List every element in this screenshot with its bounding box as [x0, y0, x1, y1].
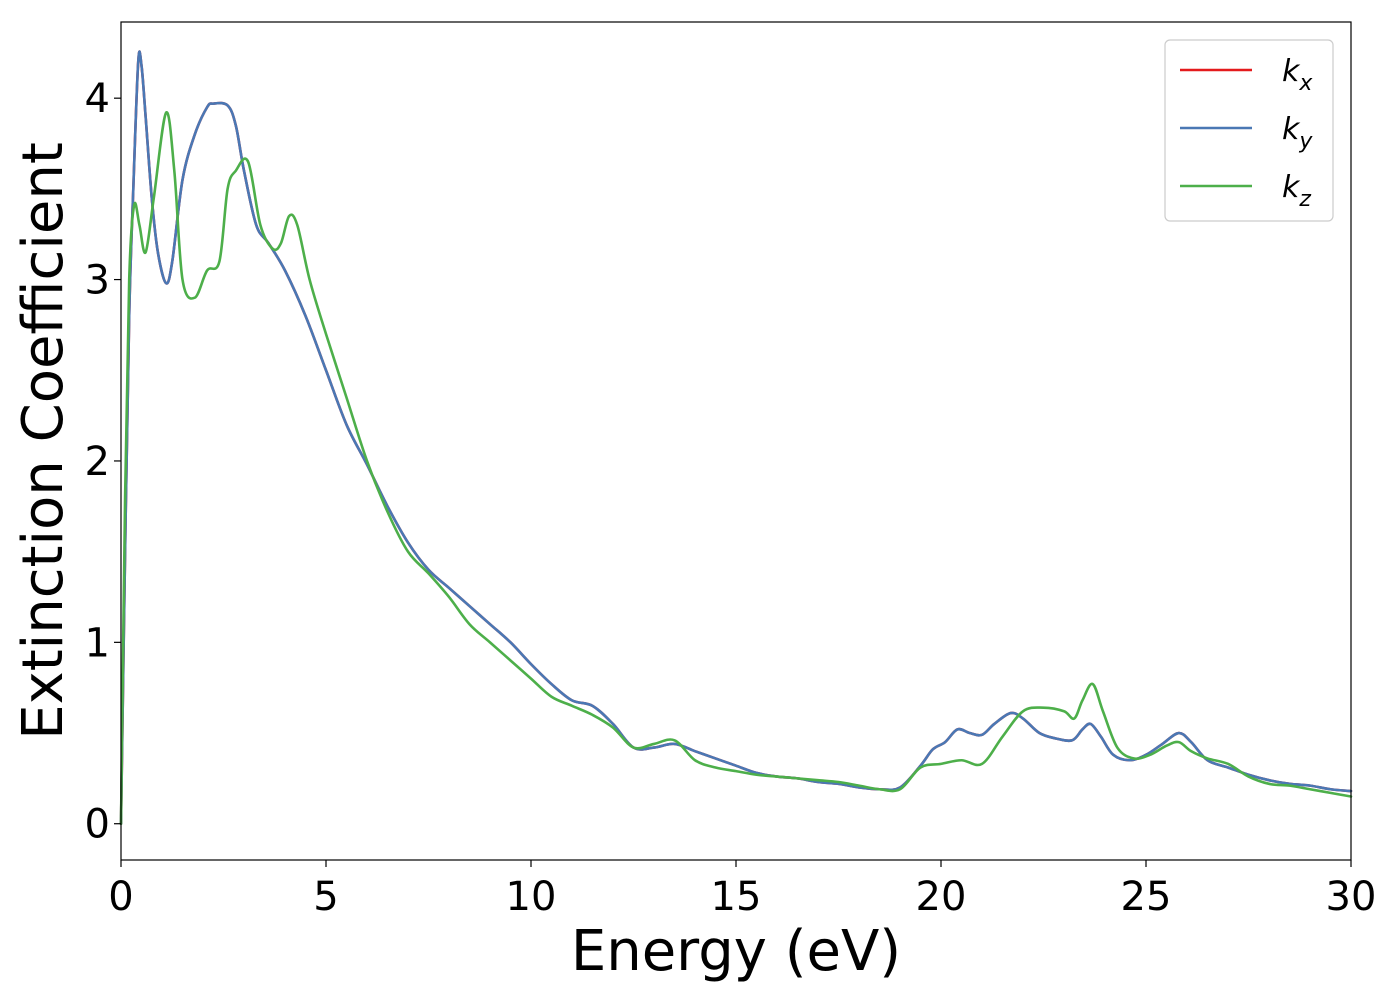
legend-box [1164, 39, 1334, 222]
y-tick-label: 2 [85, 439, 110, 485]
legend-label-subscript: x [1298, 71, 1313, 96]
x-tick-label: 0 [108, 874, 133, 920]
series-layer [119, 50, 1353, 826]
legend-label-y: ky [1282, 112, 1313, 154]
legend-label-subscript: z [1298, 187, 1311, 212]
y-axis-title: Extinction Coefficient [11, 142, 76, 740]
legend-label-base: k [1282, 54, 1301, 89]
y-tick-label: 0 [85, 802, 110, 848]
legend-label-base: k [1282, 170, 1301, 205]
legend-label-base: k [1282, 112, 1301, 147]
legend-label-subscript: y [1298, 129, 1313, 154]
y-tick-label: 1 [85, 620, 110, 666]
x-tick-label: 15 [711, 874, 762, 920]
y-axis: 0 1 2 3 4 [85, 76, 121, 848]
x-axis-title: Energy (eV) [571, 919, 901, 984]
x-tick-label: 10 [506, 874, 557, 920]
series-line-y [119, 50, 1353, 826]
legend-label-x: kx [1282, 54, 1313, 96]
x-tick-label: 25 [1121, 874, 1172, 920]
y-tick-label: 4 [85, 76, 110, 122]
x-tick-label: 20 [916, 874, 967, 920]
y-tick-label: 3 [85, 258, 110, 304]
x-tick-label: 30 [1326, 874, 1377, 920]
legend-label-z: kz [1282, 170, 1311, 212]
series-line-z [119, 111, 1353, 826]
x-axis: 0 5 10 15 20 25 30 [108, 860, 1376, 920]
x-tick-label: 5 [313, 874, 338, 920]
